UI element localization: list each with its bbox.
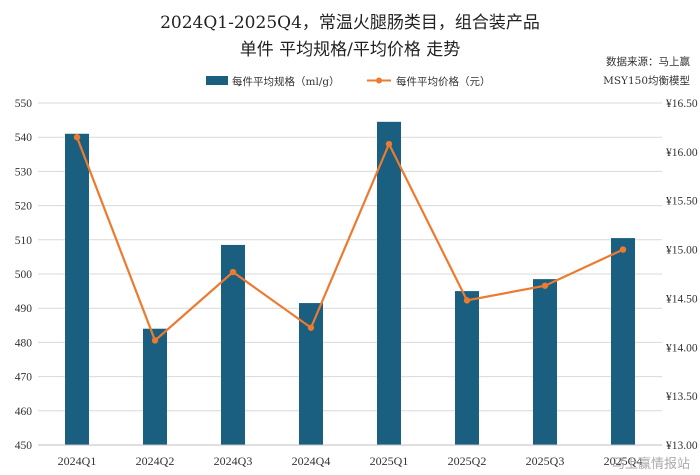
x-tick-label: 2024Q4 [292, 454, 331, 468]
chart-title-line2: 单件 平均规格/平均价格 走势 [240, 40, 461, 60]
y-right-tick-label: ¥14.00 [666, 342, 698, 354]
legend-bar-label: 每件平均规格（ml/g） [232, 75, 340, 88]
price-line [75, 136, 624, 343]
y-right-tick-label: ¥16.50 [666, 98, 698, 110]
bar [533, 279, 557, 445]
bar-series [65, 121, 635, 445]
bar [299, 303, 323, 445]
line-point [151, 337, 159, 344]
x-tick-label: 2024Q1 [58, 454, 97, 468]
x-tick-label: 2025Q4 [604, 454, 643, 468]
x-tick-label: 2025Q3 [526, 454, 565, 468]
bar [65, 133, 89, 445]
y-right-tick-label: ¥16.00 [666, 147, 698, 159]
legend-line-marker [376, 77, 382, 84]
line-point [73, 134, 81, 141]
x-axis: 2024Q1 2024Q2 2024Q3 2024Q4 2025Q1 2025Q2 2025… [38, 444, 662, 468]
x-tick-label: 2024Q3 [214, 454, 253, 468]
y-left-tick-label: 450 [15, 440, 33, 452]
y-left-tick-label: 540 [15, 132, 33, 144]
y-left-tick-label: 490 [15, 303, 33, 315]
y-left-tick-label: 500 [15, 269, 33, 281]
y-left-tick-label: 520 [15, 201, 33, 213]
x-tick-label: 2024Q2 [136, 454, 175, 468]
line-point [229, 268, 237, 276]
y-left-tick-label: 530 [15, 166, 33, 178]
legend-bar-swatch [206, 76, 228, 85]
bar [143, 328, 167, 445]
line-point [541, 282, 549, 289]
y-axis-left: 450 460 470 480 490 500 510 520 530 540 550 [15, 98, 33, 452]
chart-title-line1: 2024Q1-2025Q4，常温火腿肠类目，组合装产品 [160, 13, 540, 33]
y-left-tick-label: 460 [15, 406, 33, 418]
legend: 每件平均规格（ml/g） 每件平均价格（元） [206, 75, 491, 88]
bar [611, 238, 635, 445]
source-line1: 数据来源：马上赢 [606, 55, 690, 68]
source-line2: MSY150均衡模型 [603, 74, 690, 87]
y-right-tick-label: ¥14.50 [666, 293, 698, 305]
x-tick-label: 2025Q1 [370, 454, 409, 468]
line-point [307, 324, 315, 331]
y-left-tick-label: 550 [15, 98, 33, 110]
line-point [619, 246, 627, 253]
legend-line-label: 每件平均价格（元） [396, 75, 491, 88]
y-left-tick-label: 470 [15, 372, 33, 384]
watermark: 马上赢情报站 [612, 456, 690, 472]
line-point [385, 140, 393, 148]
y-axis-right: ¥13.00 ¥13.50 ¥14.00 ¥14.50 ¥15.00 ¥15.50 ¥16.… [666, 98, 698, 452]
bar [377, 121, 401, 445]
y-right-tick-label: ¥13.50 [666, 391, 698, 403]
line-point [463, 297, 471, 304]
y-left-tick-label: 510 [15, 235, 33, 247]
y-left-tick-label: 480 [15, 337, 33, 349]
bar [455, 291, 479, 445]
y-right-tick-label: ¥13.00 [666, 440, 698, 452]
line-series [73, 134, 627, 344]
y-right-tick-label: ¥15.50 [666, 196, 698, 208]
x-tick-label: 2025Q2 [448, 454, 487, 468]
y-right-tick-label: ¥15.00 [666, 245, 698, 257]
